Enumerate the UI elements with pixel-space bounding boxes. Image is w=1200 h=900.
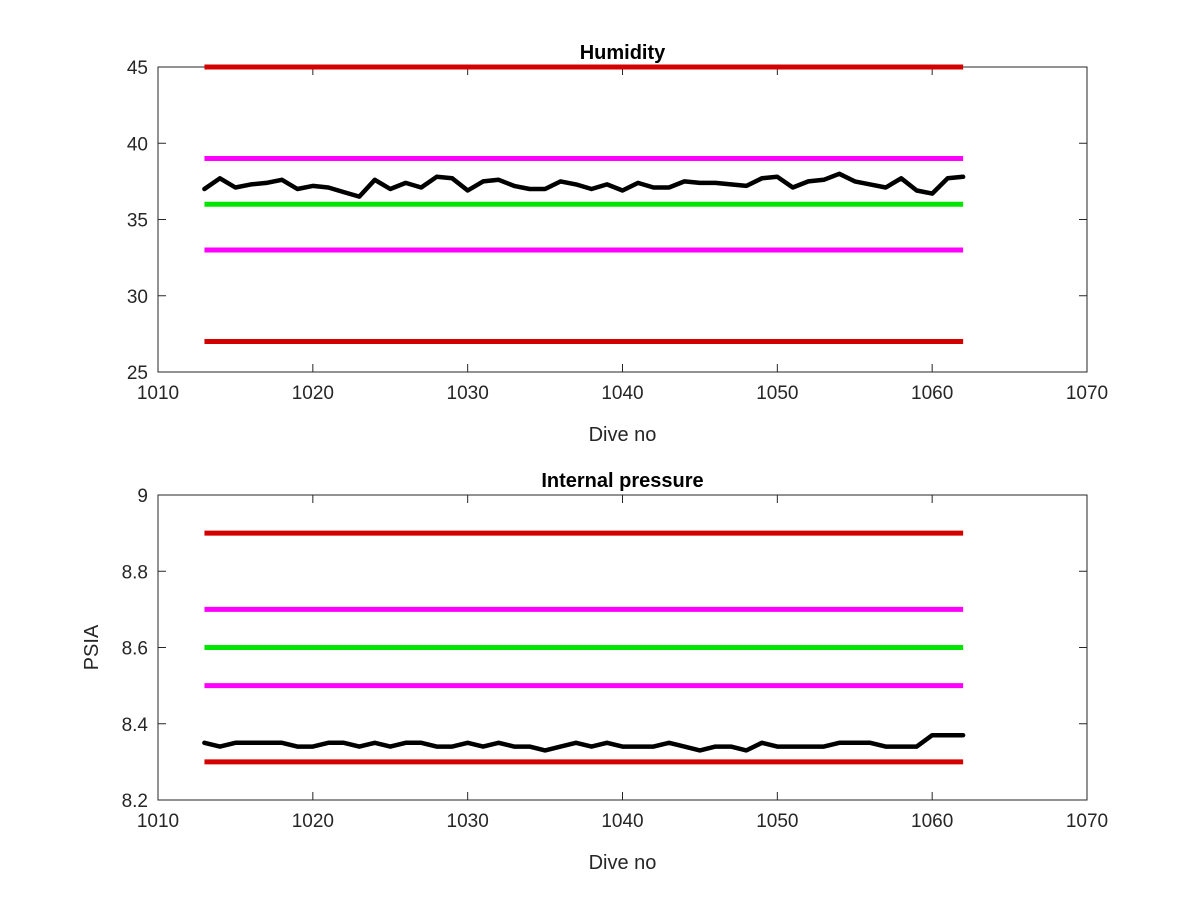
x-tick-label: 1050 bbox=[756, 811, 798, 832]
y-tick-label: 25 bbox=[127, 363, 148, 384]
x-tick-label: 1020 bbox=[292, 383, 334, 404]
x-tick-label: 1040 bbox=[601, 811, 643, 832]
y-tick-label: 8.8 bbox=[122, 562, 148, 583]
x-tick-label: 1010 bbox=[137, 811, 179, 832]
y-tick-label: 40 bbox=[127, 134, 148, 155]
chart-title: Humidity bbox=[580, 42, 666, 64]
x-tick-label: 1070 bbox=[1066, 811, 1108, 832]
panel-2: 1010 1020 1030 1040 1050 1060 1070 8.2 8.4 8.6 8.8… bbox=[81, 470, 1108, 874]
y-tick-label: 45 bbox=[127, 58, 148, 79]
x-tick-label: 1040 bbox=[601, 383, 643, 404]
x-tick-label: 1010 bbox=[137, 383, 179, 404]
x-axis-label: Dive no bbox=[589, 424, 657, 446]
data-series-line bbox=[202, 732, 966, 753]
x-tick-label: 1030 bbox=[447, 383, 489, 404]
y-tick-label: 9 bbox=[137, 486, 148, 507]
y-tick-label: 35 bbox=[127, 211, 148, 232]
y-tick-label: 8.2 bbox=[122, 791, 148, 812]
y-axis-label: PSIA bbox=[81, 624, 103, 670]
y-tick-label: 8.4 bbox=[122, 715, 149, 736]
x-tick-label: 1060 bbox=[911, 383, 953, 404]
x-tick-label: 1060 bbox=[911, 811, 953, 832]
y-tick-label: 8.6 bbox=[122, 639, 148, 660]
x-tick-label: 1020 bbox=[292, 811, 334, 832]
x-tick-label: 1050 bbox=[756, 383, 798, 404]
x-axis-label: Dive no bbox=[589, 852, 657, 874]
plot-area bbox=[157, 66, 1088, 373]
panel-1: 1010 1020 1030 1040 1050 1060 1070 25 30 35 40 45 Hu… bbox=[127, 42, 1108, 446]
x-tick-label: 1070 bbox=[1066, 383, 1108, 404]
x-tick-label: 1030 bbox=[447, 811, 489, 832]
data-series-line bbox=[202, 171, 966, 199]
chart-title: Internal pressure bbox=[541, 470, 703, 492]
y-tick-label: 30 bbox=[127, 287, 148, 308]
